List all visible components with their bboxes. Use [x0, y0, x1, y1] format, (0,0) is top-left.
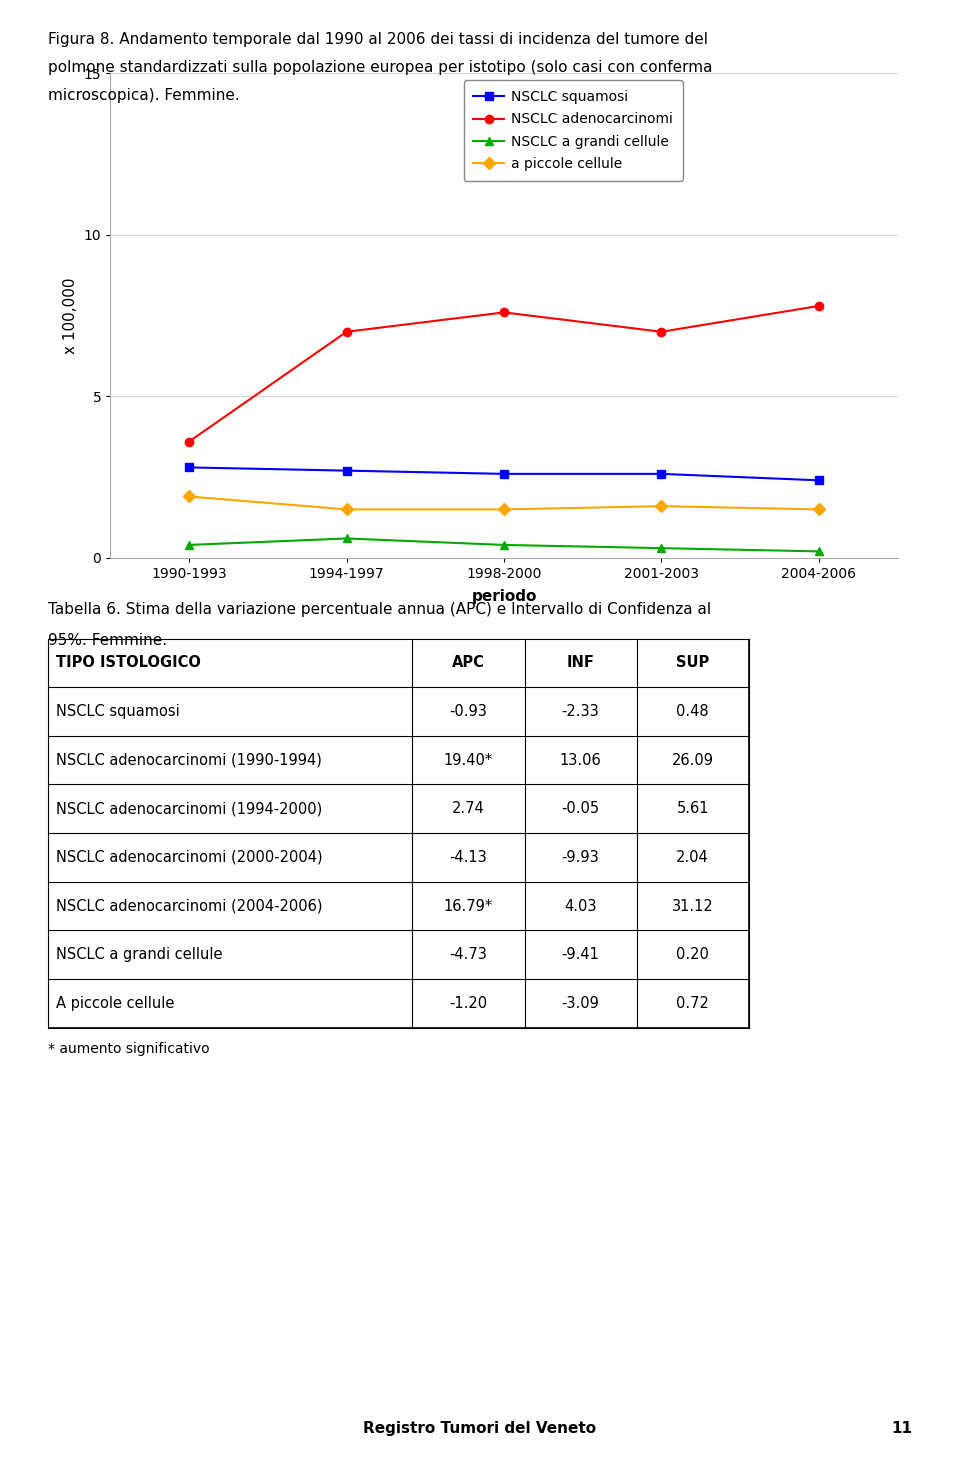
- Text: SUP: SUP: [676, 655, 709, 671]
- Text: 2.04: 2.04: [677, 850, 709, 865]
- Text: A piccole cellule: A piccole cellule: [57, 995, 175, 1011]
- NSCLC adenocarcinomi: [498, 304, 510, 321]
- Text: -9.41: -9.41: [562, 947, 600, 962]
- NSCLC a grandi cellule: [813, 543, 825, 561]
- NSCLC a grandi cellule: [498, 536, 510, 553]
- Text: APC: APC: [452, 655, 485, 671]
- Line: NSCLC a grandi cellule: NSCLC a grandi cellule: [185, 534, 823, 555]
- Text: 11: 11: [891, 1421, 912, 1436]
- NSCLC squamosi: [341, 462, 352, 480]
- NSCLC adenocarcinomi: [341, 323, 352, 341]
- Text: 0.20: 0.20: [676, 947, 709, 962]
- Text: NSCLC adenocarcinomi (1994-2000): NSCLC adenocarcinomi (1994-2000): [57, 802, 323, 816]
- Text: NSCLC adenocarcinomi (1990-1994): NSCLC adenocarcinomi (1990-1994): [57, 753, 323, 768]
- Text: microscopica). Femmine.: microscopica). Femmine.: [48, 88, 240, 103]
- Text: 2.74: 2.74: [452, 802, 485, 816]
- Text: 4.03: 4.03: [564, 898, 597, 913]
- Text: -4.13: -4.13: [449, 850, 488, 865]
- Text: 26.09: 26.09: [672, 753, 713, 768]
- Text: 5.61: 5.61: [677, 802, 709, 816]
- Text: -0.05: -0.05: [562, 802, 600, 816]
- Text: NSCLC squamosi: NSCLC squamosi: [57, 705, 180, 719]
- Text: -1.20: -1.20: [449, 995, 488, 1011]
- Text: 0.48: 0.48: [677, 705, 709, 719]
- X-axis label: periodo: periodo: [471, 589, 537, 605]
- Text: -3.09: -3.09: [562, 995, 600, 1011]
- a piccole cellule: [498, 501, 510, 518]
- Text: -9.93: -9.93: [562, 850, 599, 865]
- Text: 0.72: 0.72: [676, 995, 709, 1011]
- Text: -4.73: -4.73: [449, 947, 488, 962]
- Legend: NSCLC squamosi, NSCLC adenocarcinomi, NSCLC a grandi cellule, a piccole cellule: NSCLC squamosi, NSCLC adenocarcinomi, NS…: [464, 81, 683, 181]
- a piccole cellule: [656, 498, 667, 515]
- NSCLC a grandi cellule: [656, 539, 667, 556]
- NSCLC adenocarcinomi: [813, 297, 825, 314]
- Text: 95%. Femmine.: 95%. Femmine.: [48, 633, 167, 647]
- Text: -0.93: -0.93: [449, 705, 488, 719]
- NSCLC squamosi: [498, 465, 510, 483]
- Text: NSCLC a grandi cellule: NSCLC a grandi cellule: [57, 947, 223, 962]
- a piccole cellule: [813, 501, 825, 518]
- NSCLC squamosi: [656, 465, 667, 483]
- NSCLC squamosi: [183, 458, 195, 476]
- NSCLC squamosi: [813, 471, 825, 489]
- a piccole cellule: [341, 501, 352, 518]
- Text: Registro Tumori del Veneto: Registro Tumori del Veneto: [364, 1421, 596, 1436]
- Y-axis label: x 100,000: x 100,000: [63, 277, 78, 354]
- Text: Tabella 6. Stima della variazione percentuale annua (APC) e Intervallo di Confid: Tabella 6. Stima della variazione percen…: [48, 602, 711, 617]
- Text: Figura 8. Andamento temporale dal 1990 al 2006 dei tassi di incidenza del tumore: Figura 8. Andamento temporale dal 1990 a…: [48, 32, 708, 47]
- Text: NSCLC adenocarcinomi (2004-2006): NSCLC adenocarcinomi (2004-2006): [57, 898, 323, 913]
- Text: 31.12: 31.12: [672, 898, 713, 913]
- Text: TIPO ISTOLOGICO: TIPO ISTOLOGICO: [57, 655, 202, 671]
- NSCLC adenocarcinomi: [183, 433, 195, 451]
- Text: 13.06: 13.06: [560, 753, 602, 768]
- a piccole cellule: [183, 487, 195, 505]
- Text: polmone standardizzati sulla popolazione europea per istotipo (solo casi con con: polmone standardizzati sulla popolazione…: [48, 60, 712, 75]
- Line: NSCLC squamosi: NSCLC squamosi: [185, 464, 823, 484]
- Text: * aumento significativo: * aumento significativo: [48, 1042, 209, 1057]
- NSCLC adenocarcinomi: [656, 323, 667, 341]
- Text: 16.79*: 16.79*: [444, 898, 493, 913]
- Line: NSCLC adenocarcinomi: NSCLC adenocarcinomi: [185, 302, 823, 446]
- Text: -2.33: -2.33: [562, 705, 599, 719]
- Text: 19.40*: 19.40*: [444, 753, 493, 768]
- Line: a piccole cellule: a piccole cellule: [185, 492, 823, 514]
- NSCLC a grandi cellule: [183, 536, 195, 553]
- Text: INF: INF: [566, 655, 594, 671]
- Text: NSCLC adenocarcinomi (2000-2004): NSCLC adenocarcinomi (2000-2004): [57, 850, 323, 865]
- NSCLC a grandi cellule: [341, 530, 352, 548]
